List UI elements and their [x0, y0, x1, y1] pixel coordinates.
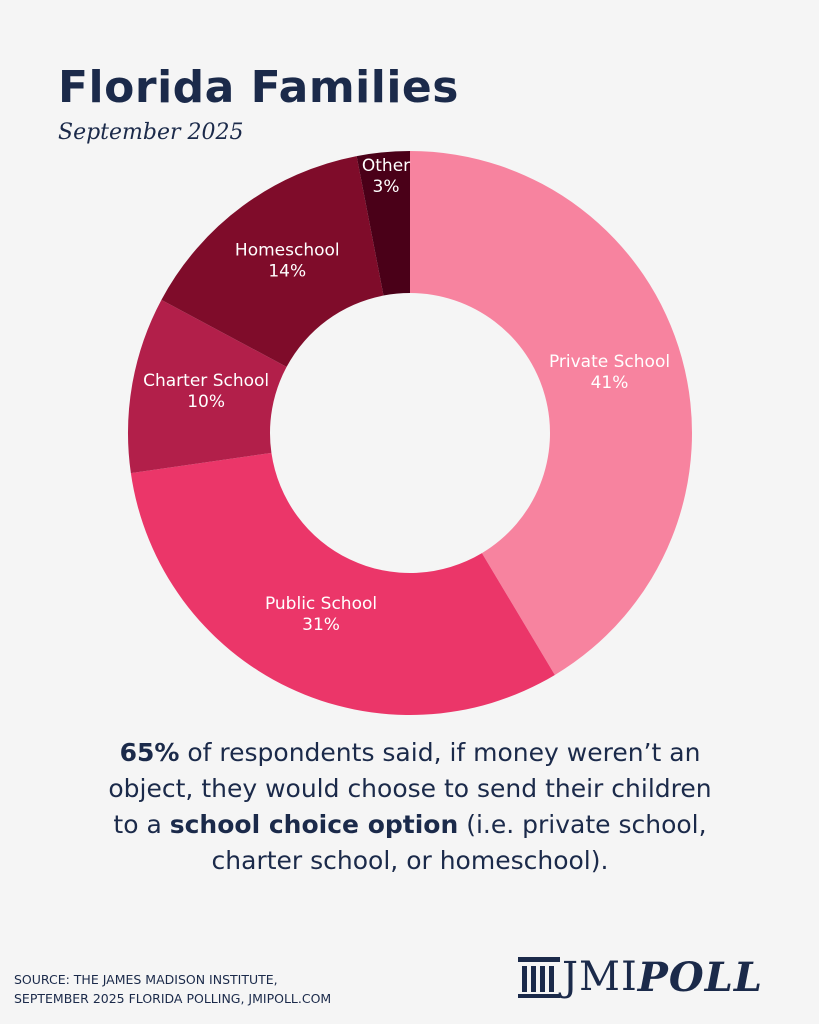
slice-value-label: 10% — [187, 392, 225, 412]
donut-slice — [161, 156, 384, 367]
annotation-part: of respondents said, if money weren’t an… — [108, 738, 712, 839]
logo-text: POLL — [637, 953, 763, 1001]
slice-value-label: 41% — [591, 373, 629, 393]
annotation-part: 65% — [119, 738, 180, 767]
source-note: SOURCE: THE JAMES MADISON INSTITUTE, SEP… — [14, 970, 331, 1008]
donut-slice — [356, 151, 410, 296]
slice-label: Charter School — [143, 371, 269, 391]
source-line: SEPTEMBER 2025 FLORIDA POLLING, JMIPOLL.… — [14, 991, 332, 1006]
source-line: SOURCE: THE JAMES MADISON INSTITUTE, — [14, 972, 278, 987]
slice-value-label: 31% — [302, 615, 340, 635]
logo: JMI POLL — [516, 952, 763, 1002]
slice-label: Other — [362, 156, 410, 176]
donut-slice — [410, 151, 692, 675]
slice-label: Public School — [265, 594, 377, 614]
annotation: 65% of respondents said, if money weren’… — [100, 735, 720, 879]
chart-title: Florida Families — [58, 62, 459, 113]
slice-value-label: 14% — [268, 261, 306, 281]
donut-slice — [127, 299, 287, 474]
slice-value-label: 3% — [373, 177, 400, 197]
annotation-part: school choice option — [169, 810, 459, 839]
logo-text: JMI — [562, 954, 638, 1000]
slice-label: Homeschool — [235, 240, 340, 260]
logo-icon — [518, 957, 560, 998]
chart-subtitle: September 2025 — [58, 120, 244, 145]
slice-label: Private School — [549, 352, 670, 372]
donut-slice — [130, 452, 555, 715]
annotation-part: (i.e. private school, charter school, or… — [211, 810, 707, 875]
